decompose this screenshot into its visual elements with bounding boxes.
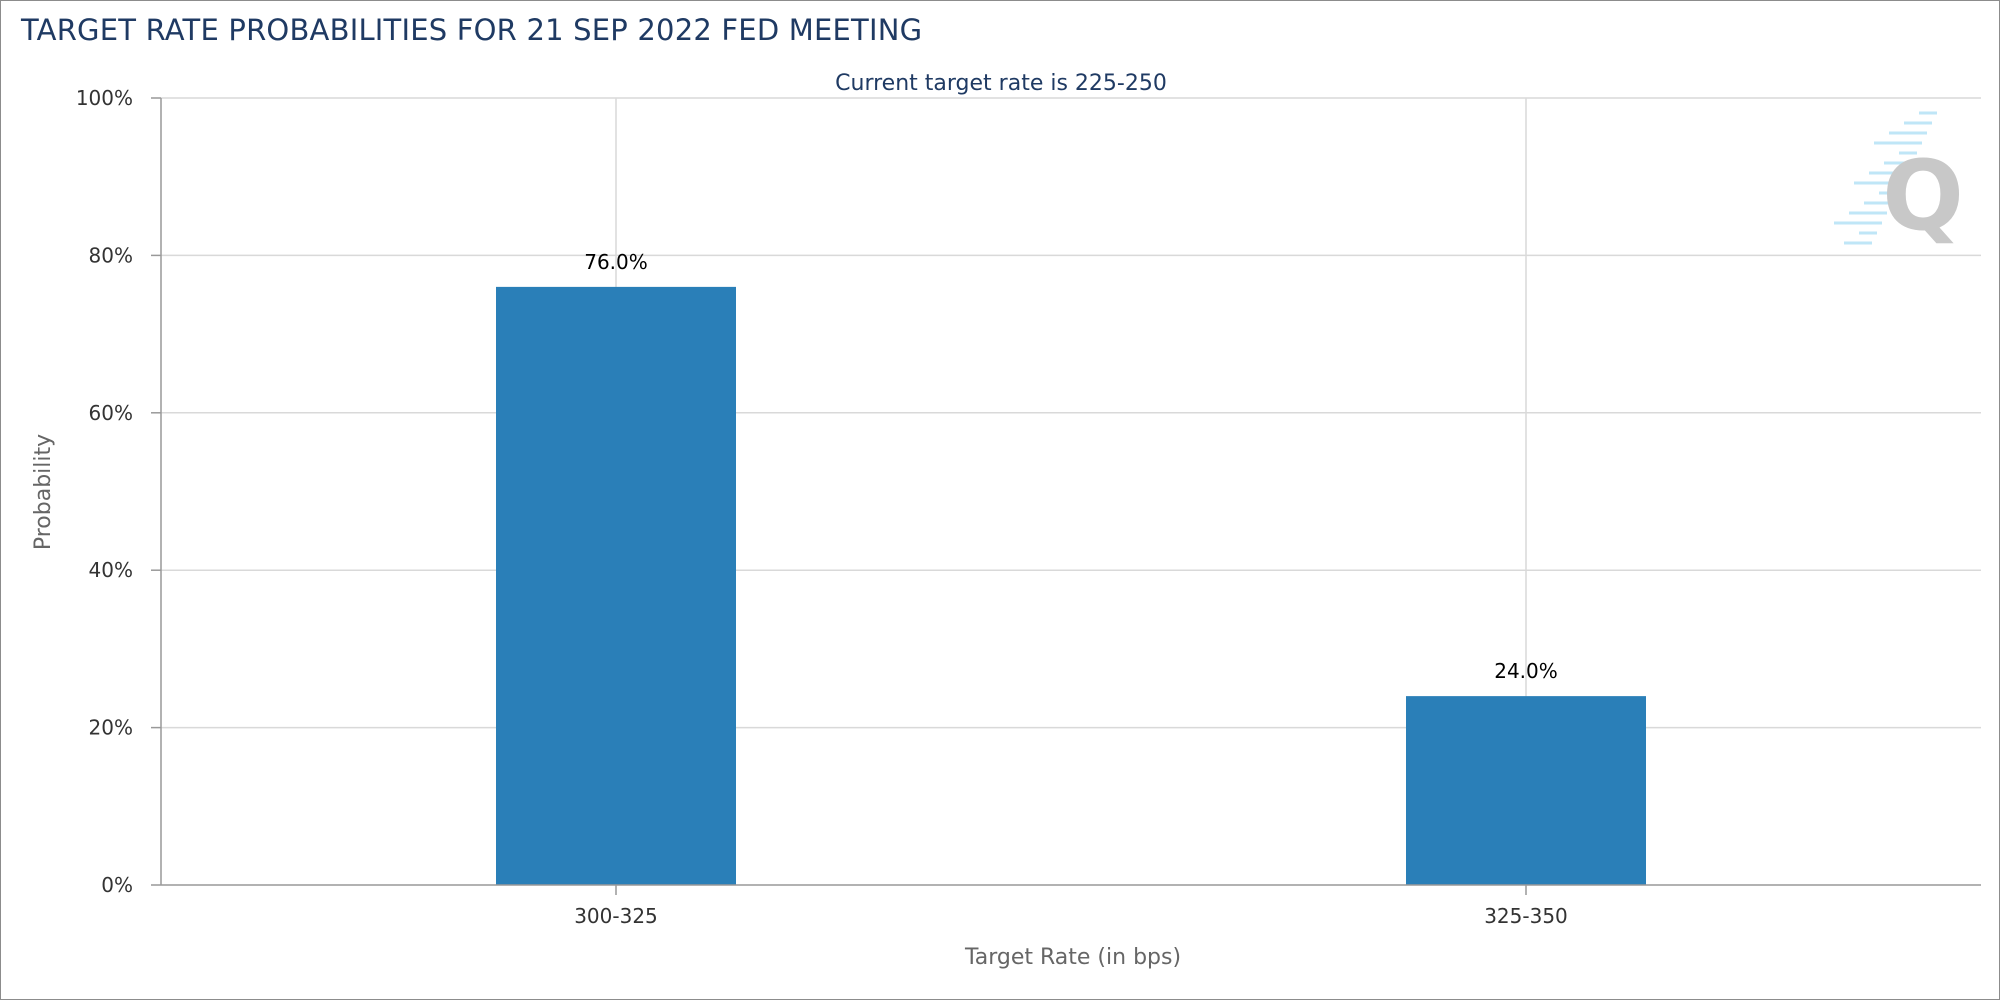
watermark-q-letter: Q xyxy=(1882,140,1964,252)
gridlines xyxy=(151,97,1981,886)
x-axis-title: Target Rate (in bps) xyxy=(964,945,1181,970)
watermark-logo: Q xyxy=(1834,111,1964,252)
x-axis-ticks: 300-325 325-350 xyxy=(574,885,1568,928)
y-axis-ticks: 0% 20% 40% 60% 80% 100% xyxy=(76,86,133,897)
y-tick-label: 100% xyxy=(76,86,133,110)
bar-series xyxy=(496,286,1646,885)
bar-value-label: 24.0% xyxy=(1494,659,1558,683)
x-tick-label: 325-350 xyxy=(1484,904,1568,928)
y-tick-label: 0% xyxy=(101,873,133,897)
bar-value-label: 76.0% xyxy=(584,250,648,274)
chart-subtitle: Current target rate is 225-250 xyxy=(835,71,1167,96)
bar-325-350 xyxy=(1406,696,1646,885)
x-tick-label: 300-325 xyxy=(574,904,658,928)
y-axis-title: Probability xyxy=(31,434,56,550)
y-tick-label: 40% xyxy=(89,558,133,582)
y-tick-label: 20% xyxy=(89,716,133,740)
y-tick-label: 80% xyxy=(89,243,133,267)
bar-300-325 xyxy=(496,286,736,885)
y-tick-label: 60% xyxy=(89,401,133,425)
watermark-speed-lines-icon xyxy=(1834,111,1937,245)
chart-title: TARGET RATE PROBABILITIES FOR 21 SEP 202… xyxy=(21,13,923,47)
data-labels: 76.0% 24.0% xyxy=(584,250,1558,683)
